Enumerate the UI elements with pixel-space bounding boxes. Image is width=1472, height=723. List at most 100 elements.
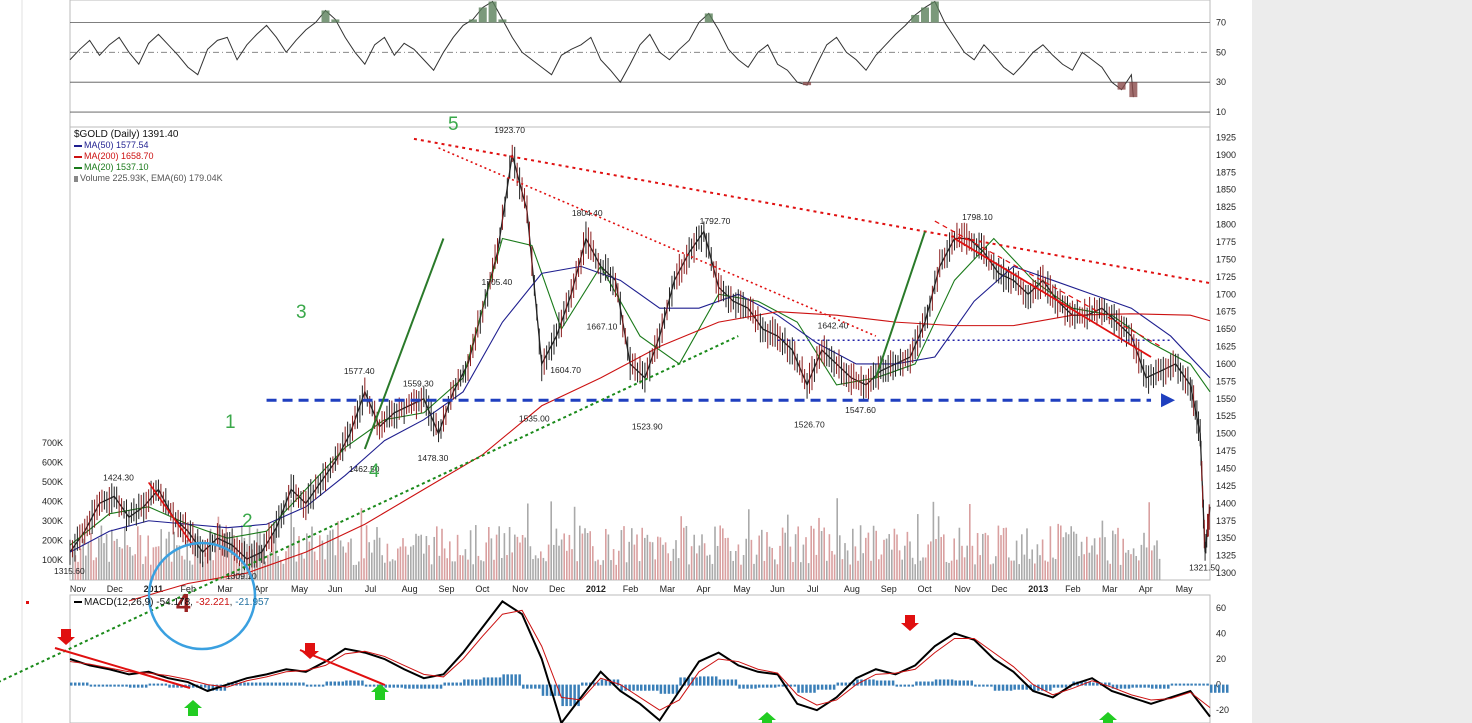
volume-bar [287,545,290,580]
macd-up-arrow [371,684,389,700]
macd-histogram-bar [113,684,116,687]
volume-bar [823,527,825,580]
macd-histogram-bar [451,682,454,686]
macd-histogram-bar [455,682,458,686]
macd-histogram-bar [757,684,761,688]
volume-bar [989,564,992,580]
price-tick-label: 1500 [1216,429,1236,439]
price-annotation: 1667.10 [587,321,618,331]
macd-histogram-bar [659,684,663,694]
volume-bar [1122,538,1124,580]
volume-bar [95,557,97,580]
macd-histogram-bar [211,684,215,691]
volume-bar [943,534,945,580]
volume-bar [189,560,191,580]
volume-bar [332,529,334,580]
volume-bar [1047,561,1049,580]
volume-bar [254,555,256,580]
x-axis-tick-label: Mar [217,584,233,594]
macd-histogram-bar [1139,684,1142,688]
x-axis-tick-label: Sep [881,584,897,594]
macd-histogram-bar [1115,684,1119,689]
macd-histogram-bar [844,682,848,686]
volume-bar [696,553,698,580]
volume-tick-label: 100K [42,555,63,565]
volume-bar [828,534,831,580]
macd-histogram-bar [824,684,828,690]
marker-dot [26,601,29,604]
x-axis-tick-label: Jul [807,584,819,594]
macd-histogram-bar [1127,684,1131,689]
macd-histogram-bar [698,676,702,686]
macd-histogram-bar [809,684,812,693]
volume-bar [953,538,955,580]
legend-volume: Volume 225.93K, EMA(60) 179.04K [74,173,223,184]
macd-histogram-bar [243,682,246,686]
volume-bar [415,533,417,580]
volume-bar [181,555,183,580]
macd-histogram-bar [573,684,576,707]
volume-bar [781,527,784,580]
macd-histogram-bar [262,682,266,686]
volume-bar [750,539,753,580]
volume-bar [654,559,656,580]
macd-histogram-bar [530,684,533,689]
volume-bar [859,525,862,580]
macd-histogram-bar [388,684,391,688]
rsi-tick-label: 30 [1216,77,1226,87]
volume-bar [319,535,321,580]
volume-bar [755,554,758,580]
macd-histogram-bar [136,684,140,688]
macd-histogram-bar [117,684,120,687]
volume-bar [776,564,779,580]
macd-histogram-bar [329,681,333,686]
price-tick-label: 1875 [1216,167,1236,177]
macd-histogram-bar [1178,683,1182,686]
macd-histogram-bar [722,679,726,686]
volume-bar [347,542,350,580]
volume-bar [722,528,724,580]
macd-histogram-bar [805,684,808,693]
x-axis-tick-label: Jun [328,584,343,594]
volume-bar [761,529,763,580]
rsi-overbought-fill [498,19,507,23]
wave-label-5: 5 [448,114,459,135]
macd-histogram-bar [132,684,136,688]
volume-bar [1023,554,1026,580]
macd-histogram-bar [187,684,191,688]
series-ma-200- [128,311,1211,602]
macd-histogram-bar [522,684,525,689]
volume-bar [1104,537,1106,580]
volume-bar [326,534,329,580]
volume-bar [508,527,511,580]
macd-histogram-bar [152,683,156,686]
macd-histogram-bar [494,677,498,686]
volume-bar [1062,537,1065,580]
x-axis-tick-label: Feb [623,584,639,594]
volume-bar [592,546,594,580]
rsi-tick-label: 50 [1216,47,1226,57]
green-impulse-line [874,231,926,379]
macd-histogram-bar [82,682,85,686]
macd-histogram-bar [97,684,101,687]
macd-histogram-bar [553,684,557,696]
volume-bar [579,525,581,580]
macd-histogram-bar [656,684,659,691]
macd-histogram-bar [1104,682,1107,686]
macd-histogram-bar [879,680,883,686]
macd-histogram-bar [934,679,938,686]
macd-histogram-bar [534,684,537,689]
macd-histogram-bar [679,677,682,686]
volume-bar [358,561,360,580]
volume-bar [173,531,175,580]
volume-bar [703,543,706,580]
volume-tick-label: 200K [42,536,63,546]
rsi-oversold-fill [1117,82,1126,90]
volume-bar [152,547,155,580]
volume-bar [212,560,214,580]
volume-bar [1002,527,1005,580]
price-tick-label: 1625 [1216,342,1236,352]
macd-histogram-bar [738,684,741,689]
macd-histogram-bar [357,680,360,686]
volume-bar [238,562,240,580]
